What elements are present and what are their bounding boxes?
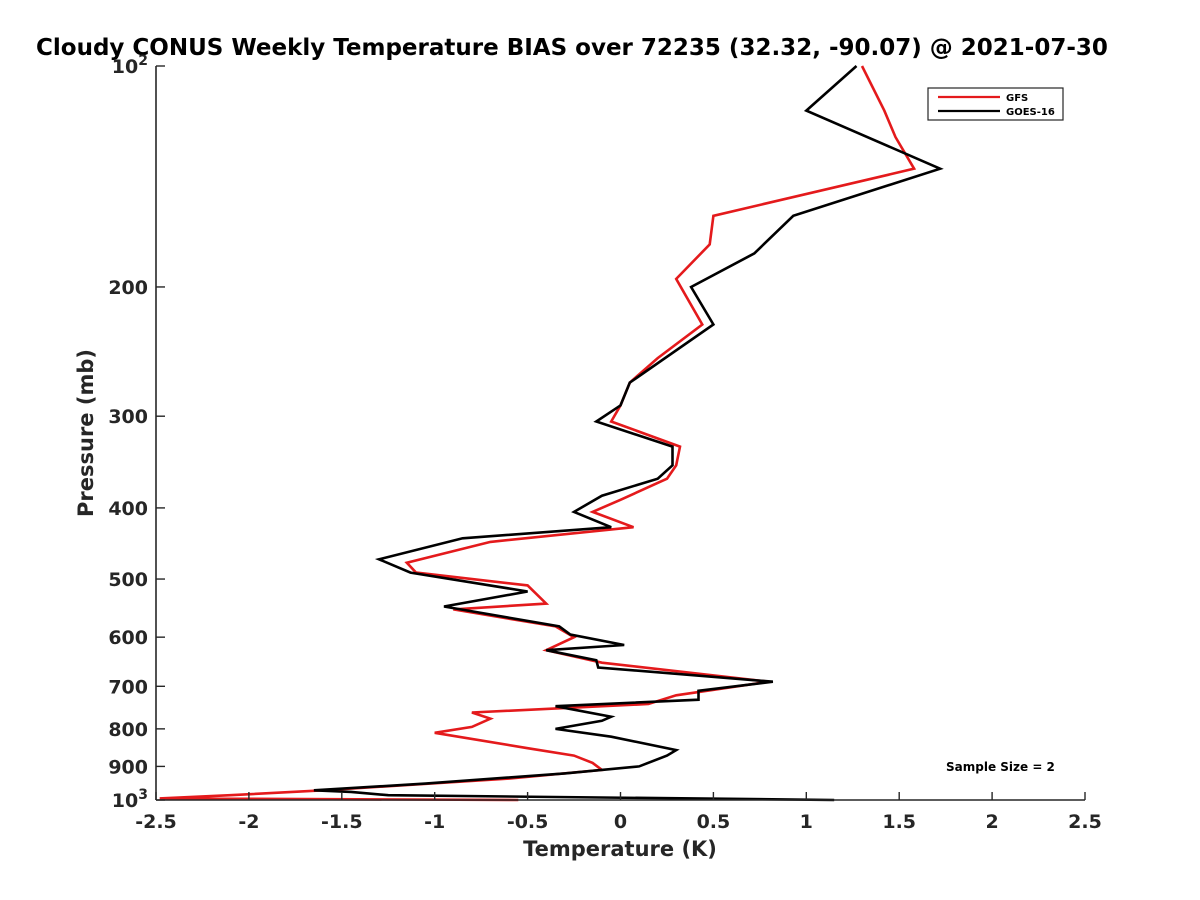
sample-size-annotation: Sample Size = 2: [946, 760, 1055, 774]
series-layer: [159, 65, 944, 802]
x-tick-label: 2: [985, 811, 998, 833]
series-line-gfs: [159, 65, 917, 802]
plot-area: -2.5 -2 -1.5 -1 -0.5 0 0.5 1 1.5 2 2.5 102 200 300 40…: [108, 53, 1102, 833]
legend-box: [927, 87, 1064, 121]
series-line-goes16: [313, 65, 944, 802]
y-tick-label: 300: [108, 406, 148, 428]
x-tick-label: -1.5: [321, 811, 363, 833]
x-axis-ticks: -2.5 -2 -1.5 -1 -0.5 0 0.5 1 1.5 2 2.5: [135, 792, 1102, 833]
y-tick-label: 400: [108, 498, 148, 520]
x-tick-label: 2.5: [1068, 811, 1102, 833]
y-tick-label: 200: [108, 277, 148, 299]
x-tick-label: 0.5: [697, 811, 731, 833]
y-tick-label: 103: [112, 787, 148, 812]
x-tick-label: -0.5: [507, 811, 549, 833]
y-axis-ticks: 102 200 300 400 500 600 700 800 900 103: [108, 53, 165, 812]
x-tick-label: -2: [238, 811, 259, 833]
y-tick-label: 700: [108, 676, 148, 698]
y-tick-label: 900: [108, 756, 148, 778]
legend-label-goes16: GOES-16: [1006, 107, 1055, 118]
y-axis-label: Pressure (mb): [74, 349, 98, 517]
y-tick-label: 500: [108, 569, 148, 591]
legend-label-gfs: GFS: [1006, 93, 1028, 104]
x-tick-label: 1: [800, 811, 813, 833]
y-tick-label: 102: [112, 53, 148, 78]
x-tick-label: -1: [424, 811, 445, 833]
x-axis-label: Temperature (K): [523, 837, 717, 861]
x-tick-label: 1.5: [882, 811, 916, 833]
y-tick-label: 600: [108, 627, 148, 649]
legend: GFS GOES-16: [927, 87, 1064, 121]
y-tick-label: 800: [108, 719, 148, 741]
x-tick-label: -2.5: [135, 811, 177, 833]
x-tick-label: 0: [614, 811, 627, 833]
chart-title: Cloudy CONUS Weekly Temperature BIAS ove…: [36, 35, 1108, 61]
